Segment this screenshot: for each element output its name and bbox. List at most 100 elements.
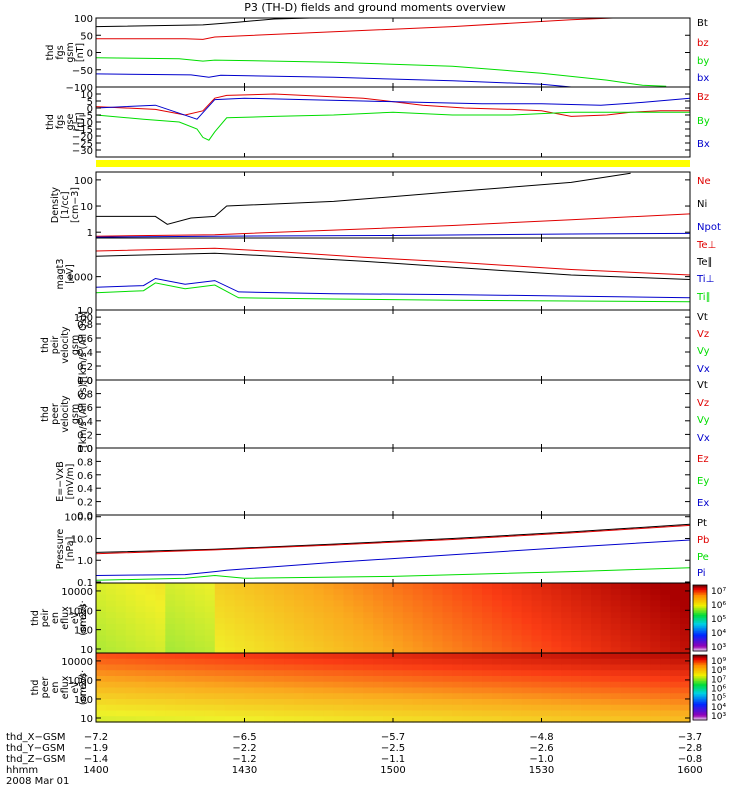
- colorbar-tick-label: 10³: [711, 712, 726, 722]
- heatmap-cell: [313, 676, 325, 683]
- heatmap-cell: [531, 699, 543, 706]
- heatmap-cell: [303, 687, 315, 694]
- heatmap-cell: [313, 606, 325, 613]
- heatmap-cell: [135, 612, 147, 619]
- heatmap-cell: [640, 600, 651, 607]
- heatmap-cell: [591, 710, 602, 717]
- colorbar-cell: [693, 690, 707, 693]
- heatmap-cell: [630, 670, 642, 677]
- heatmap-cell: [492, 716, 503, 723]
- heatmap-cell: [204, 606, 216, 613]
- heatmap-cell: [412, 594, 424, 602]
- heatmap-cell: [185, 629, 196, 637]
- heatmap-cell: [452, 606, 463, 613]
- heatmap-cell: [145, 658, 156, 666]
- colorbar-cell: [693, 668, 707, 671]
- heatmap-cell: [551, 664, 562, 671]
- heatmap-cell: [224, 635, 236, 642]
- heatmap-cell: [333, 653, 345, 660]
- heatmap-cell: [670, 664, 681, 671]
- heatmap-cell: [195, 710, 206, 717]
- heatmap-cell: [284, 699, 295, 706]
- heatmap-cell: [353, 629, 364, 637]
- heatmap-cell: [462, 664, 473, 671]
- heatmap-cell: [214, 693, 226, 700]
- colorbar-cell: [693, 589, 707, 593]
- heatmap-cell: [393, 594, 404, 602]
- heatmap-cell: [610, 612, 622, 619]
- heatmap-cell: [472, 687, 483, 694]
- heatmap-cell: [353, 676, 364, 683]
- y-tick-label: 10.0: [71, 534, 93, 545]
- heatmap-cell: [412, 676, 424, 683]
- heatmap-cell: [402, 676, 414, 683]
- heatmap-cell: [432, 583, 444, 590]
- heatmap-cell: [531, 681, 543, 689]
- heatmap-cell: [670, 600, 681, 607]
- heatmap-cell: [432, 629, 444, 637]
- heatmap-cell: [551, 710, 562, 717]
- heatmap-cell: [214, 588, 226, 596]
- heatmap-cell: [185, 635, 196, 642]
- heatmap-cell: [284, 629, 295, 637]
- heatmap-cell: [155, 693, 166, 700]
- heatmap-cell: [115, 641, 127, 648]
- heatmap-cell: [452, 664, 463, 671]
- heatmap-cell: [591, 600, 602, 607]
- heatmap-cell: [412, 600, 424, 607]
- heatmap-cell: [442, 612, 453, 619]
- heatmap-cell: [294, 594, 305, 602]
- heatmap-cell: [254, 583, 265, 590]
- heatmap-cell: [303, 641, 315, 648]
- heatmap-cell: [640, 664, 651, 671]
- heatmap-cell: [442, 635, 453, 642]
- heatmap-cell: [135, 716, 147, 723]
- heatmap-cell: [492, 629, 503, 637]
- heatmap-cell: [363, 606, 374, 613]
- heatmap-cell: [165, 600, 176, 607]
- heatmap-cell: [224, 647, 236, 654]
- heatmap-cell: [422, 588, 434, 596]
- heatmap-cell: [96, 670, 107, 677]
- heatmap-cell: [234, 693, 246, 700]
- heatmap-cell: [125, 670, 137, 677]
- colorbar-cell: [693, 676, 707, 679]
- heatmap-cell: [472, 658, 483, 666]
- heatmap-cell: [96, 612, 107, 619]
- heatmap-cell: [620, 687, 632, 694]
- heatmap-cell: [561, 716, 572, 723]
- heatmap-cell: [313, 641, 325, 648]
- heatmap-cell: [442, 600, 453, 607]
- heatmap-cell: [155, 618, 166, 625]
- heatmap-cell: [650, 629, 661, 637]
- heatmap-cell: [343, 588, 354, 596]
- heatmap-cell: [303, 618, 315, 625]
- heatmap-cell: [333, 635, 345, 642]
- heatmap-cell: [680, 583, 691, 590]
- heatmap-cell: [105, 635, 117, 642]
- heatmap-cell: [571, 618, 582, 625]
- colorbar-cell: [693, 598, 707, 601]
- heatmap-cell: [165, 647, 176, 654]
- heatmap-cell: [610, 704, 622, 712]
- heatmap-cell: [630, 658, 642, 666]
- heatmap-cell: [353, 635, 364, 642]
- colorbar-cell: [693, 624, 707, 627]
- heatmap-cell: [640, 687, 651, 694]
- heatmap-cell: [313, 653, 325, 660]
- heatmap-cell: [541, 676, 552, 683]
- heatmap-cell: [264, 641, 275, 648]
- panel-frame: [95, 309, 691, 381]
- heatmap-cell: [313, 699, 325, 706]
- heatmap-cell: [610, 635, 622, 642]
- heatmap-cell: [313, 670, 325, 677]
- colorbar-tick-label: 10⁶: [711, 601, 726, 611]
- heatmap-cell: [501, 635, 513, 642]
- heatmap-cell: [393, 647, 404, 654]
- heatmap-cell: [234, 687, 246, 694]
- heatmap-cell: [620, 618, 632, 625]
- heatmap-cell: [264, 612, 275, 619]
- heatmap-cell: [323, 612, 335, 619]
- heatmap-cell: [393, 664, 404, 671]
- heatmap-cell: [204, 583, 216, 590]
